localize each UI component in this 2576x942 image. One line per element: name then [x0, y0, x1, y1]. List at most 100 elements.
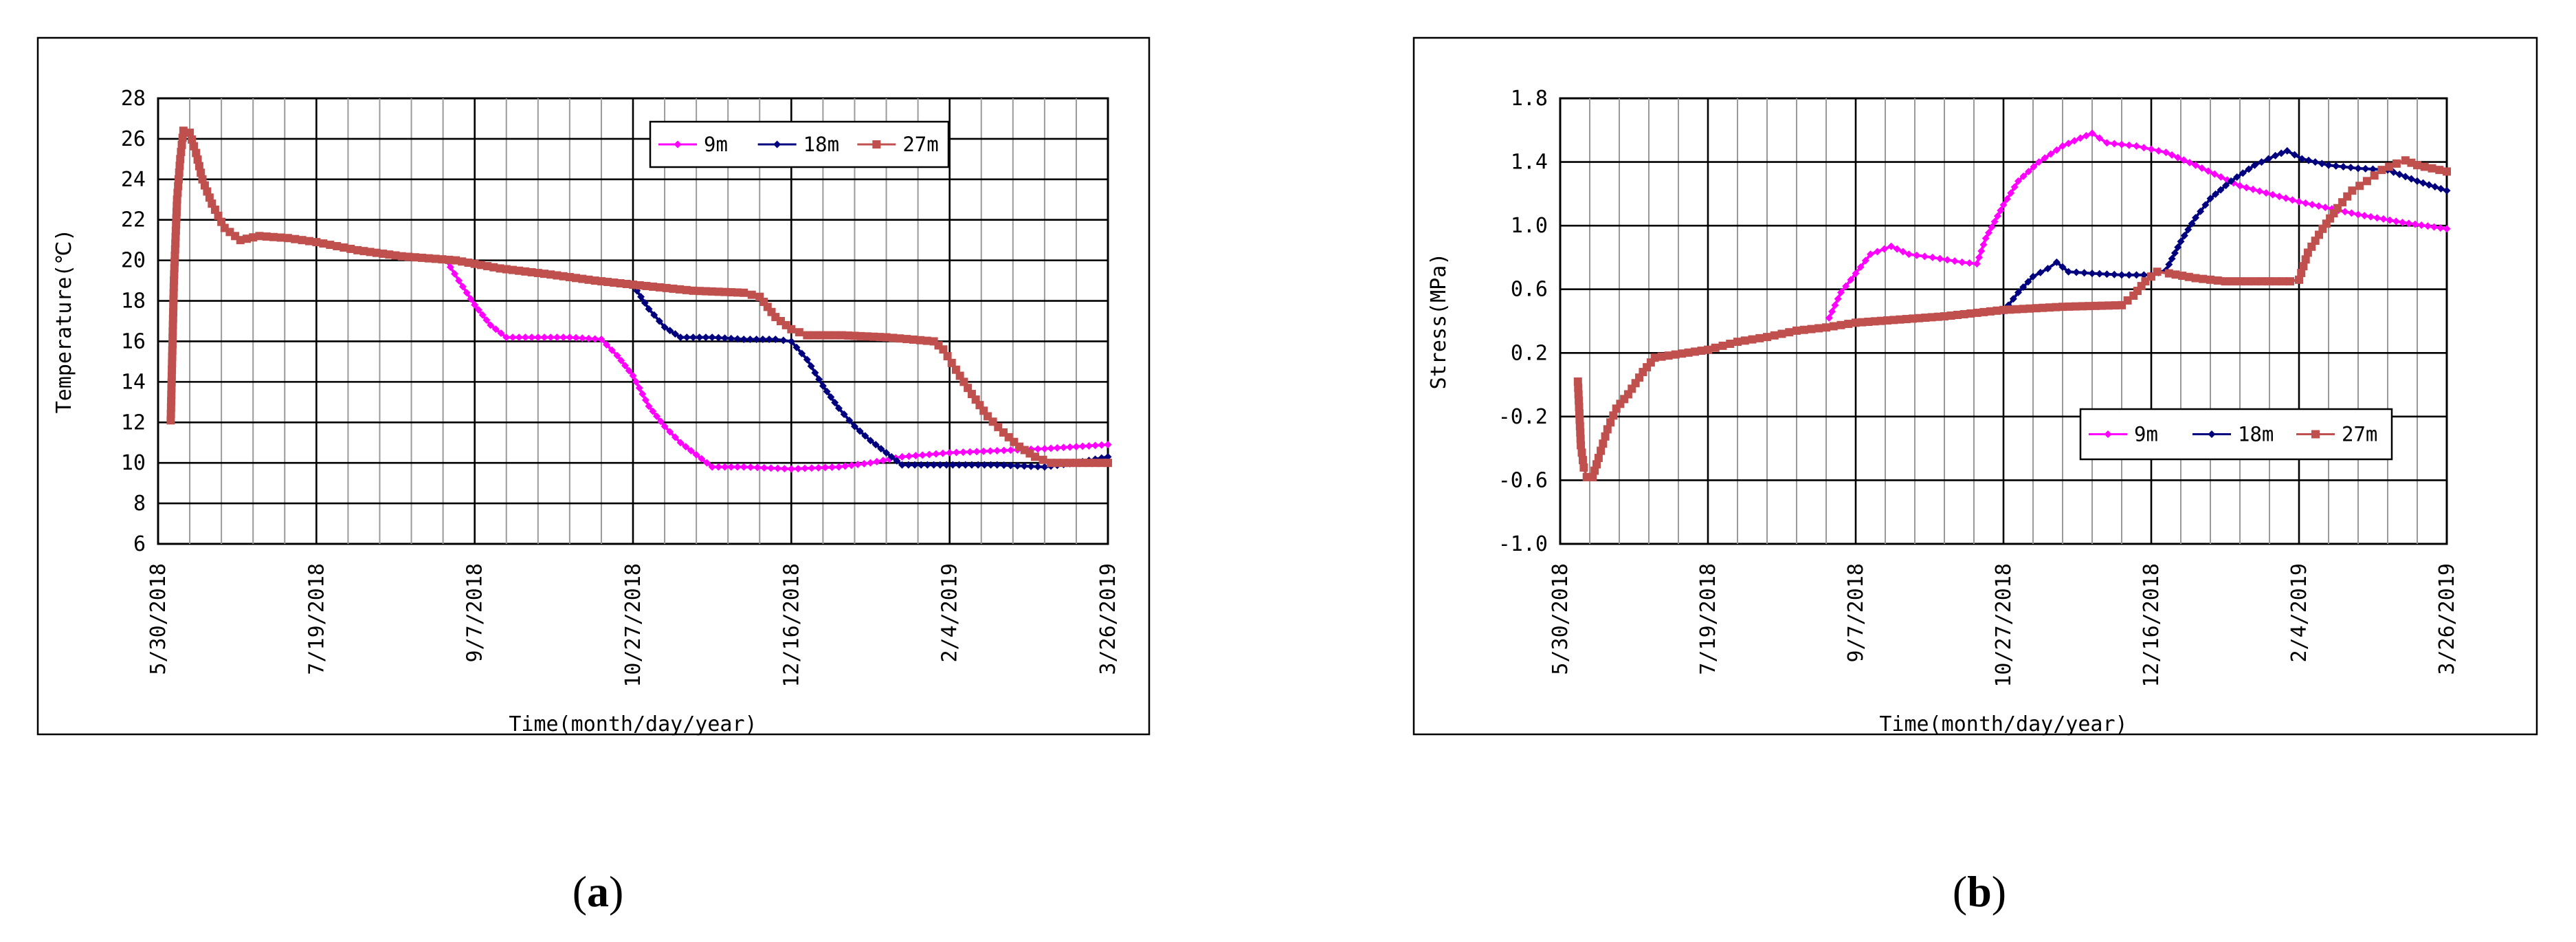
- series-marker-9m: [1988, 223, 1996, 231]
- y-tick-label: 0.2: [1511, 341, 1548, 365]
- data-point-9m: [2354, 210, 2362, 219]
- series-marker-27m: [319, 239, 328, 248]
- series-9m: [442, 256, 1112, 473]
- series-marker-27m: [173, 201, 181, 210]
- series-marker-27m: [167, 371, 176, 380]
- series-marker-27m: [502, 265, 511, 274]
- series-marker-27m: [726, 288, 735, 297]
- series-marker-27m: [167, 377, 176, 386]
- series-marker-27m: [817, 331, 825, 340]
- series-marker-18m: [2277, 149, 2285, 157]
- series-marker-9m: [2288, 196, 2296, 204]
- series-marker-9m: [546, 333, 555, 342]
- x-tick-label: 3/26/2019: [1096, 563, 1120, 675]
- series-marker-27m: [2052, 303, 2061, 311]
- series-marker-18m: [917, 461, 925, 469]
- series-marker-27m: [431, 254, 440, 263]
- series-marker-27m: [276, 233, 285, 242]
- y-tick-label: -1.0: [1498, 532, 1548, 556]
- series-marker-27m: [359, 247, 368, 256]
- series-marker-27m: [1992, 306, 2001, 315]
- series-marker-27m: [178, 133, 187, 142]
- series-marker-27m: [242, 234, 251, 243]
- series-marker-27m: [1577, 448, 1586, 457]
- data-point-9m: [2014, 177, 2022, 185]
- series-marker-9m: [847, 461, 856, 470]
- series-marker-18m: [2212, 190, 2220, 198]
- data-point-27m: [1047, 459, 1056, 468]
- y-tick-label: -0.6: [1498, 468, 1548, 492]
- data-point-27m: [1792, 326, 1801, 335]
- series-marker-9m: [2030, 163, 2038, 171]
- series-marker-9m: [814, 463, 823, 472]
- series-marker-27m: [856, 331, 865, 340]
- series-marker-9m: [2405, 219, 2413, 228]
- series-marker-27m: [170, 257, 179, 266]
- series-marker-9m: [608, 346, 616, 354]
- series-marker-27m: [167, 397, 176, 406]
- data-point-9m: [1104, 441, 1112, 449]
- series-marker-9m: [1993, 212, 2001, 220]
- data-point-27m: [2377, 166, 2386, 175]
- series-marker-18m: [2305, 156, 2313, 164]
- y-tick-label: -0.2: [1498, 405, 1548, 429]
- data-point-18m: [2014, 288, 2022, 296]
- series-marker-27m: [169, 295, 178, 304]
- series-marker-27m: [1814, 324, 1823, 333]
- series-marker-27m: [943, 352, 952, 361]
- data-point-18m: [993, 461, 1001, 469]
- y-tick-label: 24: [121, 168, 146, 192]
- series-marker-18m: [2245, 165, 2253, 173]
- series-marker-18m: [2401, 173, 2410, 181]
- series-marker-27m: [1599, 439, 1608, 448]
- y-tick-label: 26: [121, 127, 146, 151]
- series-marker-27m: [171, 239, 180, 248]
- series-marker-27m: [291, 234, 300, 243]
- series-marker-27m: [2184, 272, 2193, 281]
- series-marker-27m: [193, 155, 202, 164]
- series-marker-27m: [1726, 339, 1735, 348]
- series-marker-27m: [1691, 347, 1700, 356]
- series-marker-27m: [170, 251, 179, 260]
- series-marker-18m: [2425, 181, 2433, 189]
- series-marker-27m: [915, 336, 924, 344]
- data-point-18m: [708, 333, 716, 342]
- series-marker-27m: [168, 314, 177, 323]
- data-point-9m: [2162, 149, 2170, 157]
- panel-label-open: (: [1953, 867, 1967, 916]
- series-marker-9m: [1831, 301, 1839, 309]
- series-marker-18m: [980, 461, 988, 469]
- series-marker-27m: [172, 220, 181, 229]
- series-marker-27m: [489, 263, 498, 272]
- series-marker-9m: [828, 463, 836, 471]
- series-marker-27m: [195, 162, 203, 171]
- data-point-27m: [2413, 161, 2421, 170]
- series-marker-9m: [2392, 217, 2400, 226]
- series-marker-18m: [721, 334, 729, 342]
- series-marker-27m: [1085, 459, 1093, 468]
- data-point-9m: [2236, 182, 2244, 190]
- series-marker-27m: [527, 267, 536, 276]
- series-marker-9m: [2125, 141, 2133, 149]
- series-marker-27m: [168, 333, 177, 342]
- panel-label-close: ): [1992, 867, 2006, 916]
- series-marker-27m: [333, 242, 342, 251]
- series-marker-27m: [346, 244, 355, 253]
- series-marker-27m: [682, 285, 691, 294]
- series-marker-18m: [2184, 226, 2192, 234]
- series-marker-9m: [1060, 443, 1068, 452]
- series-marker-9m: [1842, 282, 1850, 290]
- series-marker-27m: [391, 251, 400, 260]
- series-marker-9m: [2430, 223, 2439, 231]
- series-marker-9m: [2321, 204, 2329, 212]
- series-marker-9m: [2047, 150, 2055, 158]
- data-point-27m: [166, 416, 175, 425]
- series-marker-27m: [2178, 272, 2187, 281]
- data-point-9m: [2035, 158, 2043, 166]
- legend-label-27m: 27m: [902, 133, 938, 156]
- series-marker-27m: [1575, 421, 1584, 430]
- data-point-9m: [1929, 253, 1937, 261]
- data-point-18m: [2298, 155, 2306, 163]
- data-point-27m: [2392, 159, 2401, 168]
- data-point-18m: [2065, 267, 2073, 276]
